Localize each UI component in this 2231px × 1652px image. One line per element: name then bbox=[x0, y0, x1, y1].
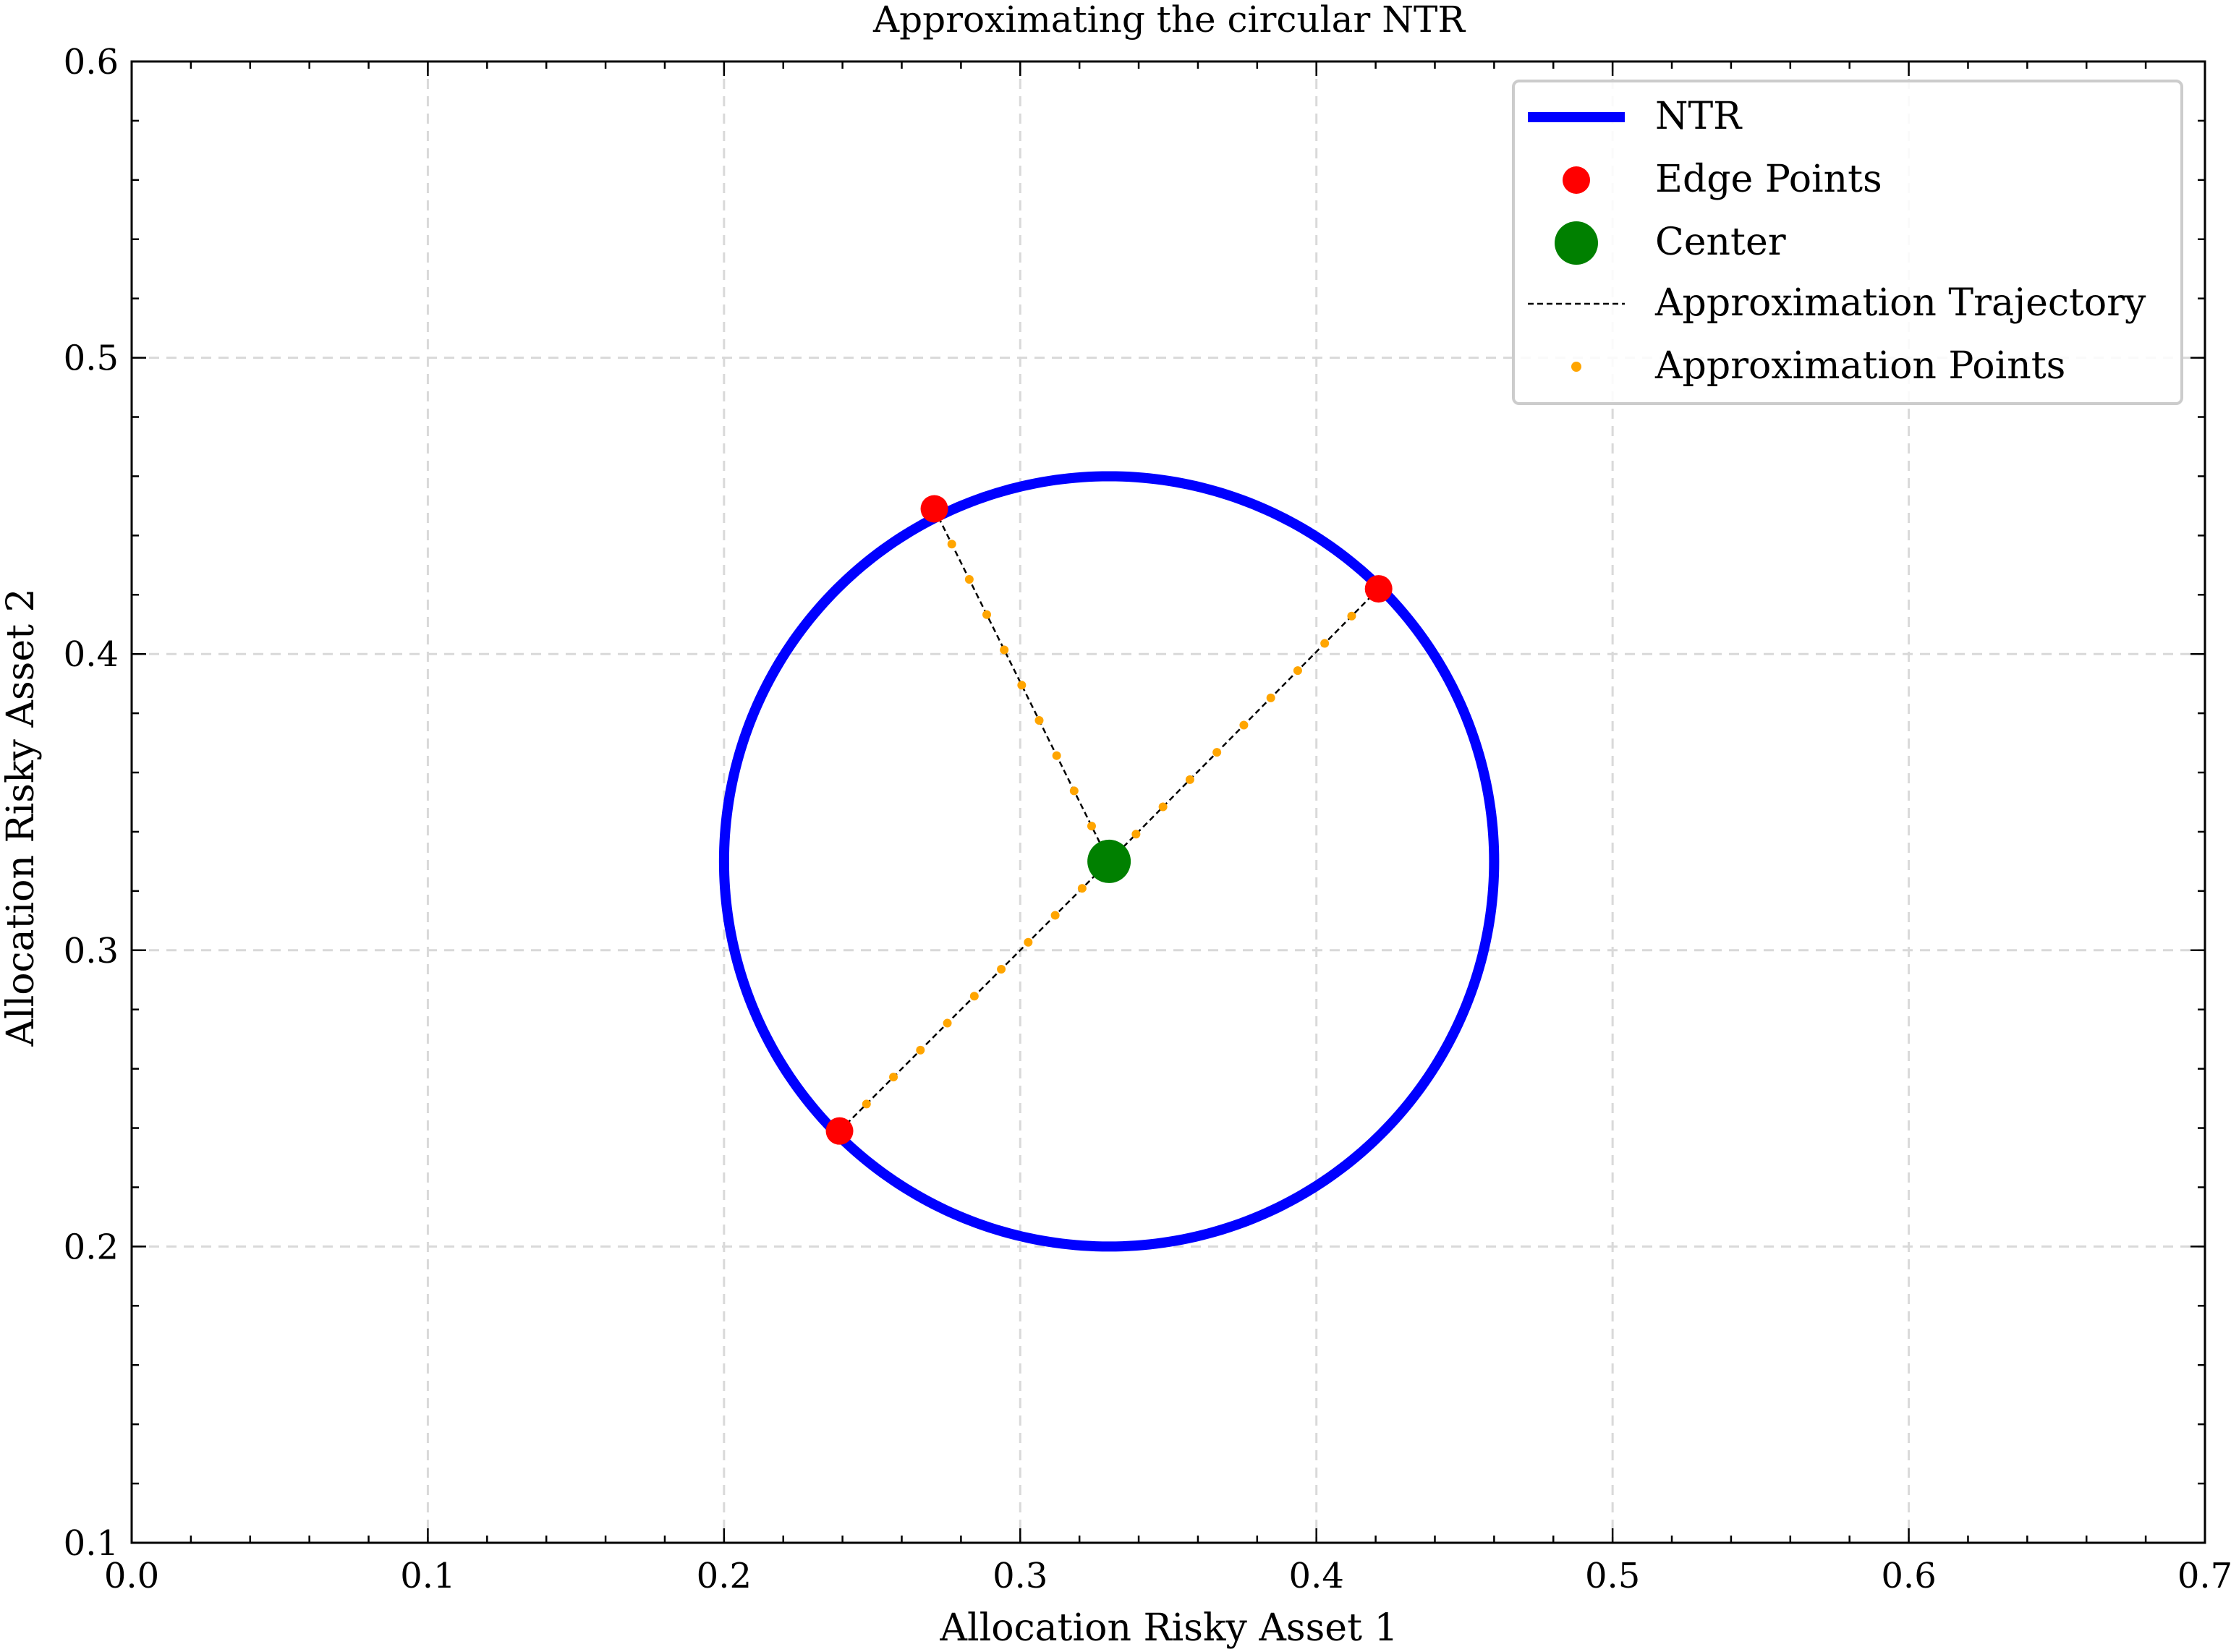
approximation-point bbox=[982, 610, 992, 619]
legend-approximation-points-label: Approximation Points bbox=[1654, 344, 2065, 388]
approximation-point bbox=[1050, 911, 1060, 920]
y-tick-label: 0.6 bbox=[64, 42, 119, 82]
approximation-point bbox=[889, 1073, 898, 1082]
approximation-point bbox=[1320, 639, 1330, 648]
approximation-point bbox=[947, 540, 956, 549]
x-tick-label: 0.3 bbox=[993, 1556, 1047, 1596]
x-tick-label: 0.5 bbox=[1585, 1556, 1640, 1596]
approximation-point bbox=[1131, 830, 1141, 839]
approximation-point bbox=[964, 574, 974, 584]
legend-edge-points-label: Edge Points bbox=[1655, 158, 1882, 201]
y-tick-label: 0.4 bbox=[64, 634, 119, 675]
center-point bbox=[1087, 839, 1131, 883]
edge-point bbox=[1364, 575, 1393, 603]
edge-point bbox=[825, 1117, 854, 1145]
y-tick-label: 0.5 bbox=[64, 339, 119, 379]
x-tick-label: 0.7 bbox=[2177, 1556, 2231, 1596]
approximation-point bbox=[1158, 802, 1168, 812]
y-tick-label: 0.1 bbox=[64, 1523, 119, 1564]
edge-point bbox=[920, 495, 948, 523]
x-tick-label: 0.1 bbox=[400, 1556, 455, 1596]
approximation-point bbox=[943, 1018, 952, 1028]
chart-title: Approximating the circular NTR bbox=[872, 0, 1466, 41]
y-tick-label: 0.3 bbox=[64, 931, 119, 971]
ntr-circle bbox=[718, 471, 1500, 1252]
plot-area bbox=[718, 471, 1500, 1252]
x-axis-label: Allocation Risky Asset 1 bbox=[939, 1606, 1398, 1650]
approximation-point bbox=[1077, 884, 1087, 893]
approximation-point bbox=[1185, 775, 1194, 784]
legend-approximation-points-swatch bbox=[1571, 362, 1581, 372]
approximation-point bbox=[1087, 822, 1096, 831]
approximation-point bbox=[997, 965, 1006, 974]
approximation-point bbox=[1212, 748, 1222, 757]
legend: NTR Edge Points Center Approximation Tra… bbox=[1512, 80, 2183, 405]
y-axis-label: Allocation Risky Asset 2 bbox=[0, 588, 43, 1047]
legend-edge-points-swatch bbox=[1563, 166, 1590, 194]
legend-box bbox=[1512, 80, 2183, 405]
approximation-point bbox=[916, 1045, 925, 1055]
x-tick-label: 0.2 bbox=[697, 1556, 752, 1596]
approximation-point bbox=[1347, 611, 1356, 621]
approximation-point bbox=[1266, 693, 1275, 702]
approximation-point bbox=[1052, 751, 1061, 760]
approximation-point bbox=[1024, 937, 1033, 947]
approximation-point bbox=[1239, 720, 1249, 730]
legend-center-swatch bbox=[1555, 221, 1598, 265]
x-tick-label: 0.6 bbox=[1881, 1556, 1936, 1596]
approximation-point bbox=[1017, 681, 1027, 690]
legend-trajectory-label: Approximation Trajectory bbox=[1654, 281, 2146, 325]
axis-ticks: 0.0 0.1 0.2 0.3 0.4 0.5 0.6 0.70.10.20.30.40.50… bbox=[64, 42, 2231, 1596]
approximation-point bbox=[1000, 645, 1009, 655]
x-tick-label: 0.0 bbox=[104, 1556, 159, 1596]
approximation-point bbox=[862, 1099, 871, 1109]
approximation-point bbox=[1069, 786, 1079, 796]
approximation-point bbox=[969, 992, 979, 1001]
x-tick-label: 0.4 bbox=[1289, 1556, 1344, 1596]
legend-center-label: Center bbox=[1655, 221, 1786, 264]
approximation-point bbox=[1293, 666, 1302, 676]
y-tick-label: 0.2 bbox=[64, 1227, 119, 1267]
plot-frame bbox=[130, 60, 2206, 1544]
legend-ntr-label: NTR bbox=[1655, 95, 1743, 138]
approximation-point bbox=[1034, 715, 1044, 725]
